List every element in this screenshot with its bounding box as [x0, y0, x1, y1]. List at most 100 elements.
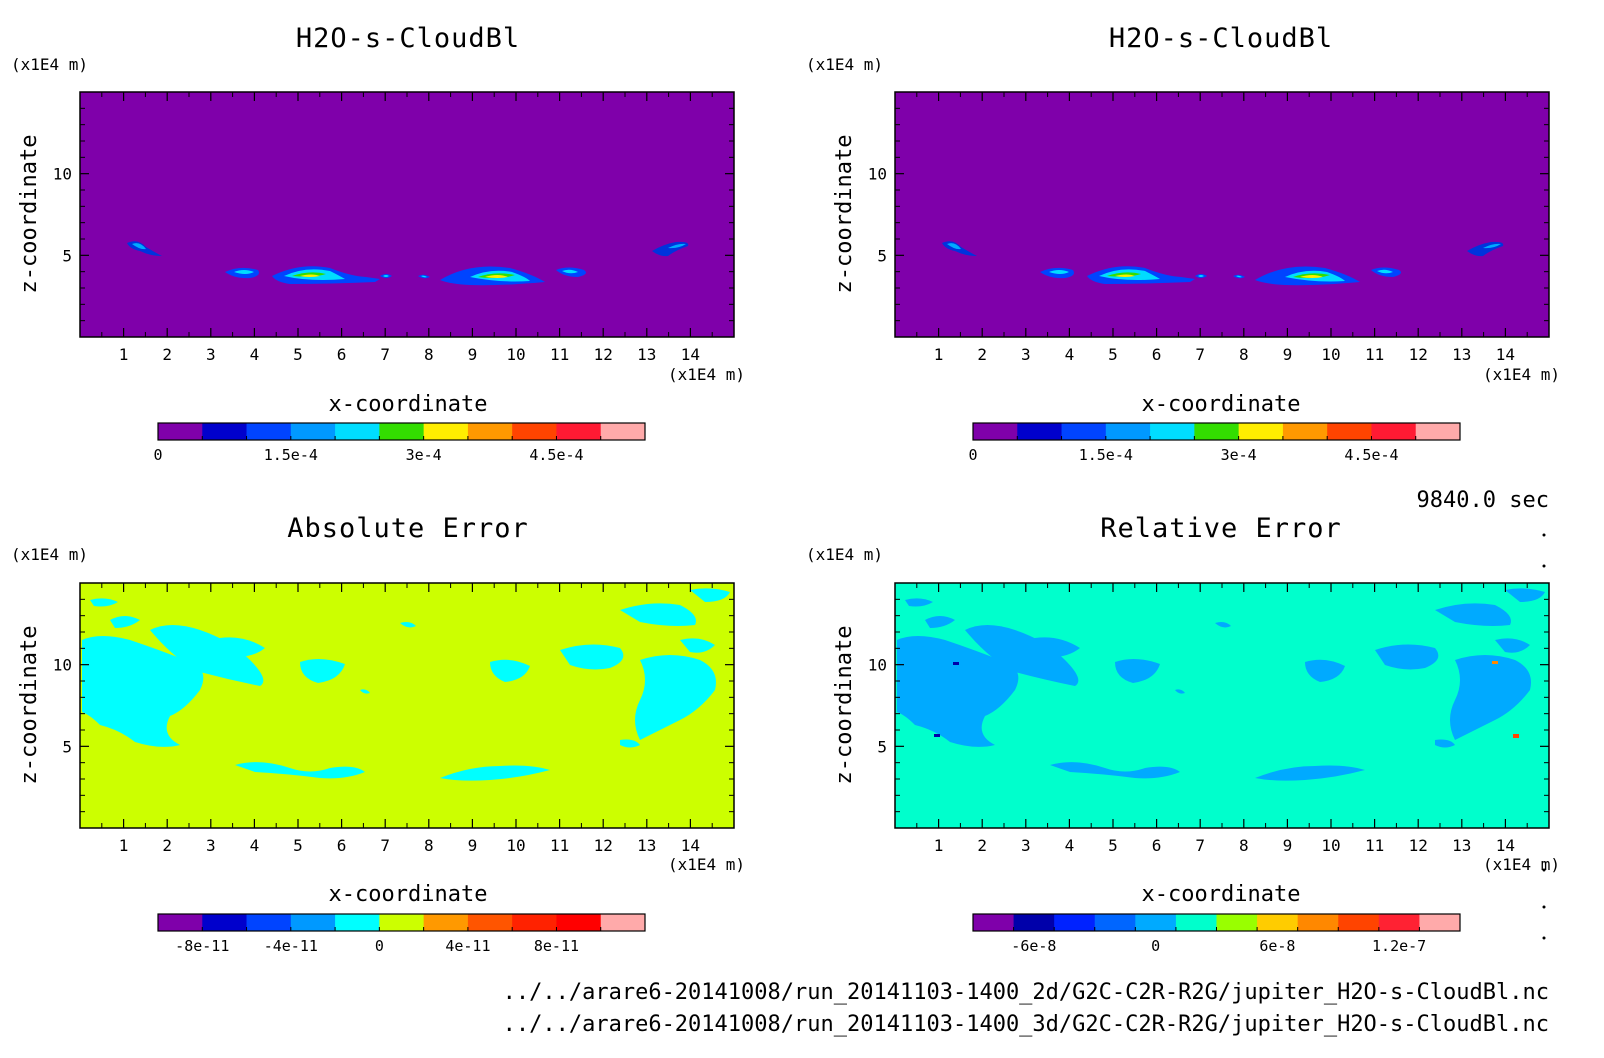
x-tick-label: 11 [1365, 836, 1384, 855]
x-tick-label: 10 [506, 836, 525, 855]
cloud-features [942, 241, 1504, 286]
axis-ticks [895, 583, 1549, 828]
panel-title: Absolute Error [287, 513, 529, 544]
file-path-3d: ../../arare6-20141008/run_20141103-1400_… [503, 1012, 1549, 1037]
y-axis-label: z-coordinate [832, 135, 857, 294]
x-tick-label: 14 [681, 836, 700, 855]
x-tick-label: 6 [337, 345, 347, 364]
axis-ticks [80, 583, 734, 828]
colorbar-swatch [1194, 423, 1240, 440]
colorbar: -8e-11 -4e-11 0 4e-11 8e-11 [157, 913, 646, 955]
error-spot [1492, 661, 1498, 664]
x-tick-label: 8 [424, 345, 434, 364]
colorbar-swatch [973, 423, 1018, 440]
colorbar-tick-label: 1.2e-7 [1372, 937, 1426, 955]
y-unit-label: (x1E4 m) [806, 545, 883, 564]
x-tick-label: 4 [250, 836, 260, 855]
x-tick-label: 8 [424, 836, 434, 855]
colorbar-swatch [1054, 914, 1096, 931]
x-tick-label: 13 [1452, 836, 1471, 855]
y-unit-label: (x1E4 m) [806, 55, 883, 74]
colorbar-swatch [1371, 423, 1417, 440]
colorbar-tick-label: 4e-11 [445, 937, 490, 955]
error-patches [82, 588, 730, 781]
x-tick-label: 8 [1239, 836, 1249, 855]
x-tick-label: 2 [977, 836, 987, 855]
error-spot [953, 662, 959, 665]
x-tick-label: 10 [506, 345, 525, 364]
plot-area [80, 92, 734, 337]
x-axis-label: x-coordinate [1142, 392, 1301, 417]
colorbar-swatch [1094, 914, 1136, 931]
x-tick-label: 2 [162, 836, 172, 855]
x-tick-labels: 1 2 3 4 5 6 7 8 9 10 11 12 13 14 [119, 836, 700, 855]
colorbar-tick-label: 0 [968, 446, 977, 464]
colorbar: -6e-8 0 6e-8 1.2e-7 [972, 913, 1461, 955]
colorbar-swatch [1061, 423, 1107, 440]
error-spot [1513, 734, 1519, 738]
x-tick-label: 14 [1496, 836, 1515, 855]
colorbar-swatch [202, 914, 248, 931]
x-unit-label: (x1E4 m) [668, 855, 745, 874]
x-tick-labels: 1 2 3 4 5 6 7 8 9 10 11 12 13 14 [119, 345, 700, 364]
x-tick-label: 12 [594, 836, 613, 855]
x-tick-label: 11 [1365, 345, 1384, 364]
colorbar-swatch [600, 423, 646, 440]
colorbar-swatch [467, 423, 513, 440]
colorbar-tick-label: -8e-11 [175, 937, 229, 955]
x-tick-label: 9 [1283, 836, 1293, 855]
y-tick-label: 10 [868, 656, 887, 675]
x-tick-label: 6 [337, 836, 347, 855]
x-tick-label: 14 [1496, 345, 1515, 364]
x-tick-label: 9 [1283, 345, 1293, 364]
x-tick-label: 3 [1021, 836, 1031, 855]
x-tick-label: 11 [550, 836, 569, 855]
x-axis-label: x-coordinate [1142, 882, 1301, 907]
colorbar-swatch [1257, 914, 1299, 931]
x-tick-label: 7 [1195, 836, 1205, 855]
colorbar-swatch [1338, 914, 1380, 931]
colorbar-swatch [1150, 423, 1195, 440]
panel-absolute-error: Absolute Error (x1E4 m) 1 2 3 4 5 6 7 8 9 10 11 12 1… [11, 513, 745, 955]
y-tick-label: 10 [53, 165, 72, 184]
colorbar-swatch [1216, 914, 1258, 931]
colorbar-tick-label: -4e-11 [264, 937, 318, 955]
colorbar-tick-label: 0 [1151, 937, 1160, 955]
y-tick-labels: 5 10 [53, 656, 72, 757]
x-tick-label: 9 [468, 345, 478, 364]
y-tick-label: 10 [53, 656, 72, 675]
x-tick-label: 10 [1321, 836, 1340, 855]
file-path-2d: ../../arare6-20141008/run_20141103-1400_… [503, 980, 1549, 1005]
colorbar-swatch [512, 423, 557, 440]
error-spot [934, 734, 940, 737]
x-tick-labels: 1 2 3 4 5 6 7 8 9 10 11 12 13 14 [934, 836, 1515, 855]
x-tick-label: 13 [637, 345, 656, 364]
x-tick-label: 12 [1409, 345, 1428, 364]
x-tick-label: 14 [681, 345, 700, 364]
colorbar-swatch [423, 914, 469, 931]
y-axis-label: z-coordinate [17, 626, 42, 785]
x-tick-label: 1 [934, 836, 944, 855]
colorbar-frame [157, 422, 646, 441]
colorbar-swatch [335, 423, 380, 440]
x-tick-label: 1 [934, 345, 944, 364]
x-tick-label: 4 [1065, 345, 1075, 364]
x-tick-label: 7 [380, 345, 390, 364]
colorbar-tick-label: 8e-11 [534, 937, 579, 955]
colorbar-swatch [1238, 423, 1284, 440]
x-tick-label: 5 [1108, 345, 1118, 364]
axis-ticks [895, 92, 1549, 337]
x-tick-label: 13 [637, 836, 656, 855]
y-tick-labels: 5 10 [868, 656, 887, 757]
colorbar-tick-label: 1.5e-4 [1079, 446, 1133, 464]
y-axis-label: z-coordinate [17, 135, 42, 294]
colorbar-tick-label: 3e-4 [406, 446, 442, 464]
x-tick-label: 13 [1452, 345, 1471, 364]
colorbar-swatch [379, 423, 425, 440]
colorbar-swatch [1419, 914, 1461, 931]
x-tick-label: 6 [1152, 345, 1162, 364]
colorbar-swatch [1105, 423, 1151, 440]
colorbar-tick-label: 4.5e-4 [1344, 446, 1398, 464]
